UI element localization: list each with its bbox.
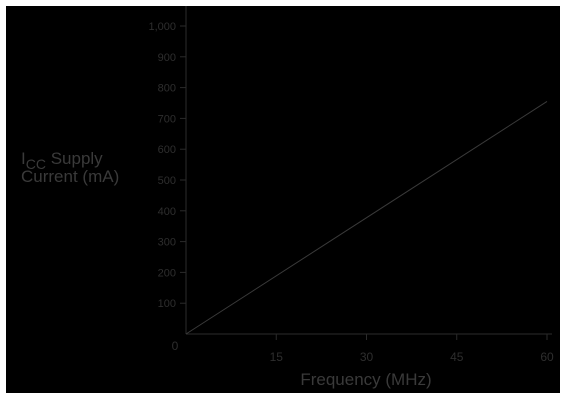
y-tick-label: 400 [158, 206, 176, 218]
y-tick-label: 200 [158, 267, 176, 279]
y-tick-label: 600 [158, 144, 176, 156]
y-axis-label-main: I [21, 149, 26, 168]
y-tick-label: 900 [158, 52, 176, 64]
y-axis-label: ICC Supply Current (mA) [21, 149, 119, 186]
y-tick-label: 1,000 [148, 21, 176, 33]
y-axis-label-sub: CC [26, 156, 46, 172]
x-tick-label: 0 [172, 339, 179, 353]
x-axis-label: Frequency (MHz) [300, 370, 431, 389]
y-tick-label: 100 [158, 298, 176, 310]
plot-area: 100 200 300 400 500 600 700 800 900 1,000 0 15 30 45 6… [148, 6, 554, 364]
y-tick-label: 700 [158, 113, 176, 125]
chart-background [6, 6, 560, 393]
x-tick-label: 15 [270, 350, 284, 364]
y-tick-label: 300 [158, 237, 176, 249]
series-line [185, 101, 548, 335]
x-tick-label: 45 [450, 350, 464, 364]
y-axis-label-line2: Current (mA) [21, 167, 119, 186]
y-tick-label: 500 [158, 175, 176, 187]
x-tick-label: 30 [360, 350, 374, 364]
x-tick-label: 60 [540, 350, 554, 364]
y-tick-label: 800 [158, 83, 176, 95]
y-axis-label-rest: Supply [46, 149, 103, 168]
